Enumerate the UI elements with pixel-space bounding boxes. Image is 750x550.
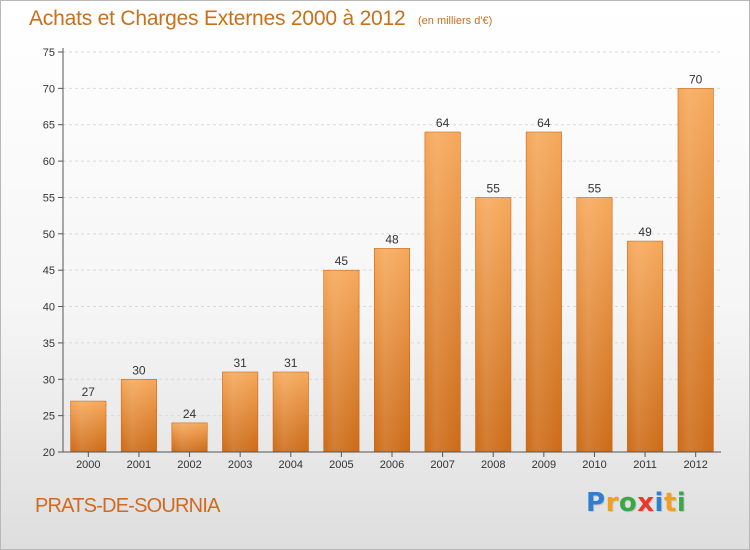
- x-tick-label: 2008: [481, 459, 505, 471]
- bar-sheen: [121, 379, 157, 452]
- bar-value-label: 49: [638, 225, 652, 239]
- x-tick-label: 2012: [683, 459, 707, 471]
- bar-value-label: 31: [284, 356, 298, 370]
- bar-sheen: [424, 132, 461, 452]
- bar-sheen: [323, 270, 360, 452]
- x-tick-label: 2002: [177, 459, 201, 471]
- bar-sheen: [171, 422, 208, 452]
- x-tick-label: 2003: [228, 459, 252, 471]
- logo-letter: i: [676, 488, 687, 518]
- bar-value-label: 64: [537, 116, 551, 130]
- bar-sheen: [475, 197, 511, 452]
- x-tick-label: 2004: [279, 459, 303, 471]
- y-tick-label: 75: [43, 47, 55, 59]
- x-tick-label: 2001: [127, 459, 151, 471]
- bar-value-label: 24: [183, 407, 197, 421]
- bar-value-label: 55: [487, 181, 501, 195]
- bar-value-label: 31: [233, 356, 247, 370]
- x-tick-label: 2007: [430, 459, 454, 471]
- x-tick-label: 2011: [633, 459, 657, 471]
- x-tick-label: 2009: [532, 459, 556, 471]
- chart-unit: (en milliers d'€): [418, 15, 493, 27]
- y-tick-label: 65: [43, 120, 55, 132]
- y-tick-label: 45: [43, 265, 55, 277]
- y-tick-label: 30: [43, 374, 55, 386]
- x-tick-label: 2000: [76, 459, 100, 471]
- x-tick-label: 2010: [582, 459, 606, 471]
- y-tick-label: 50: [43, 229, 55, 241]
- logo-letter: x: [637, 488, 655, 518]
- y-tick-label: 35: [43, 338, 55, 350]
- commune-name: PRATS-DE-SOURNIA: [35, 495, 220, 517]
- bar-sheen: [70, 401, 107, 452]
- logo-letter: r: [605, 488, 619, 518]
- x-tick-label: 2006: [380, 459, 404, 471]
- bar-sheen: [374, 248, 410, 452]
- logo-letter: i: [654, 488, 664, 518]
- bar-value-label: 70: [689, 72, 703, 86]
- y-tick-label: 60: [43, 156, 55, 168]
- y-tick-label: 20: [43, 447, 55, 459]
- bar-value-label: 30: [132, 363, 146, 377]
- chart-title: Achats et Charges Externes 2000 à 2012: [29, 7, 406, 30]
- bars: 27 30 24 31 31 45 48 64 55 64 55 49 70: [70, 72, 714, 453]
- bar-sheen: [677, 88, 714, 452]
- logo-letter: P: [586, 488, 606, 518]
- bar-value-label: 48: [385, 232, 399, 246]
- bar-sheen: [222, 372, 258, 452]
- bar-sheen: [273, 372, 309, 452]
- x-tick-label: 2005: [329, 459, 353, 471]
- bar-value-label: 45: [335, 254, 349, 268]
- bar-sheen: [526, 132, 562, 452]
- bar-value-label: 55: [588, 181, 602, 195]
- y-tick-label: 55: [43, 192, 55, 204]
- y-tick-label: 70: [43, 83, 55, 95]
- x-axis: 2000 2001 2002 2003 2004 2005 2006 2007 2008 2009…: [63, 451, 721, 471]
- logo-letter: t: [663, 488, 677, 518]
- y-tick-label: 40: [43, 302, 55, 314]
- proxiti-logo: Proxiti: [586, 488, 686, 518]
- bar-sheen: [576, 197, 613, 452]
- bar-sheen: [627, 241, 663, 452]
- logo-letter: o: [618, 488, 638, 518]
- y-axis: 20 25 30 35 40 45 50 55 60 65 70 75: [43, 47, 64, 459]
- y-tick-label: 25: [43, 411, 55, 423]
- bar-value-label: 64: [436, 116, 450, 130]
- bar-value-label: 27: [82, 385, 96, 399]
